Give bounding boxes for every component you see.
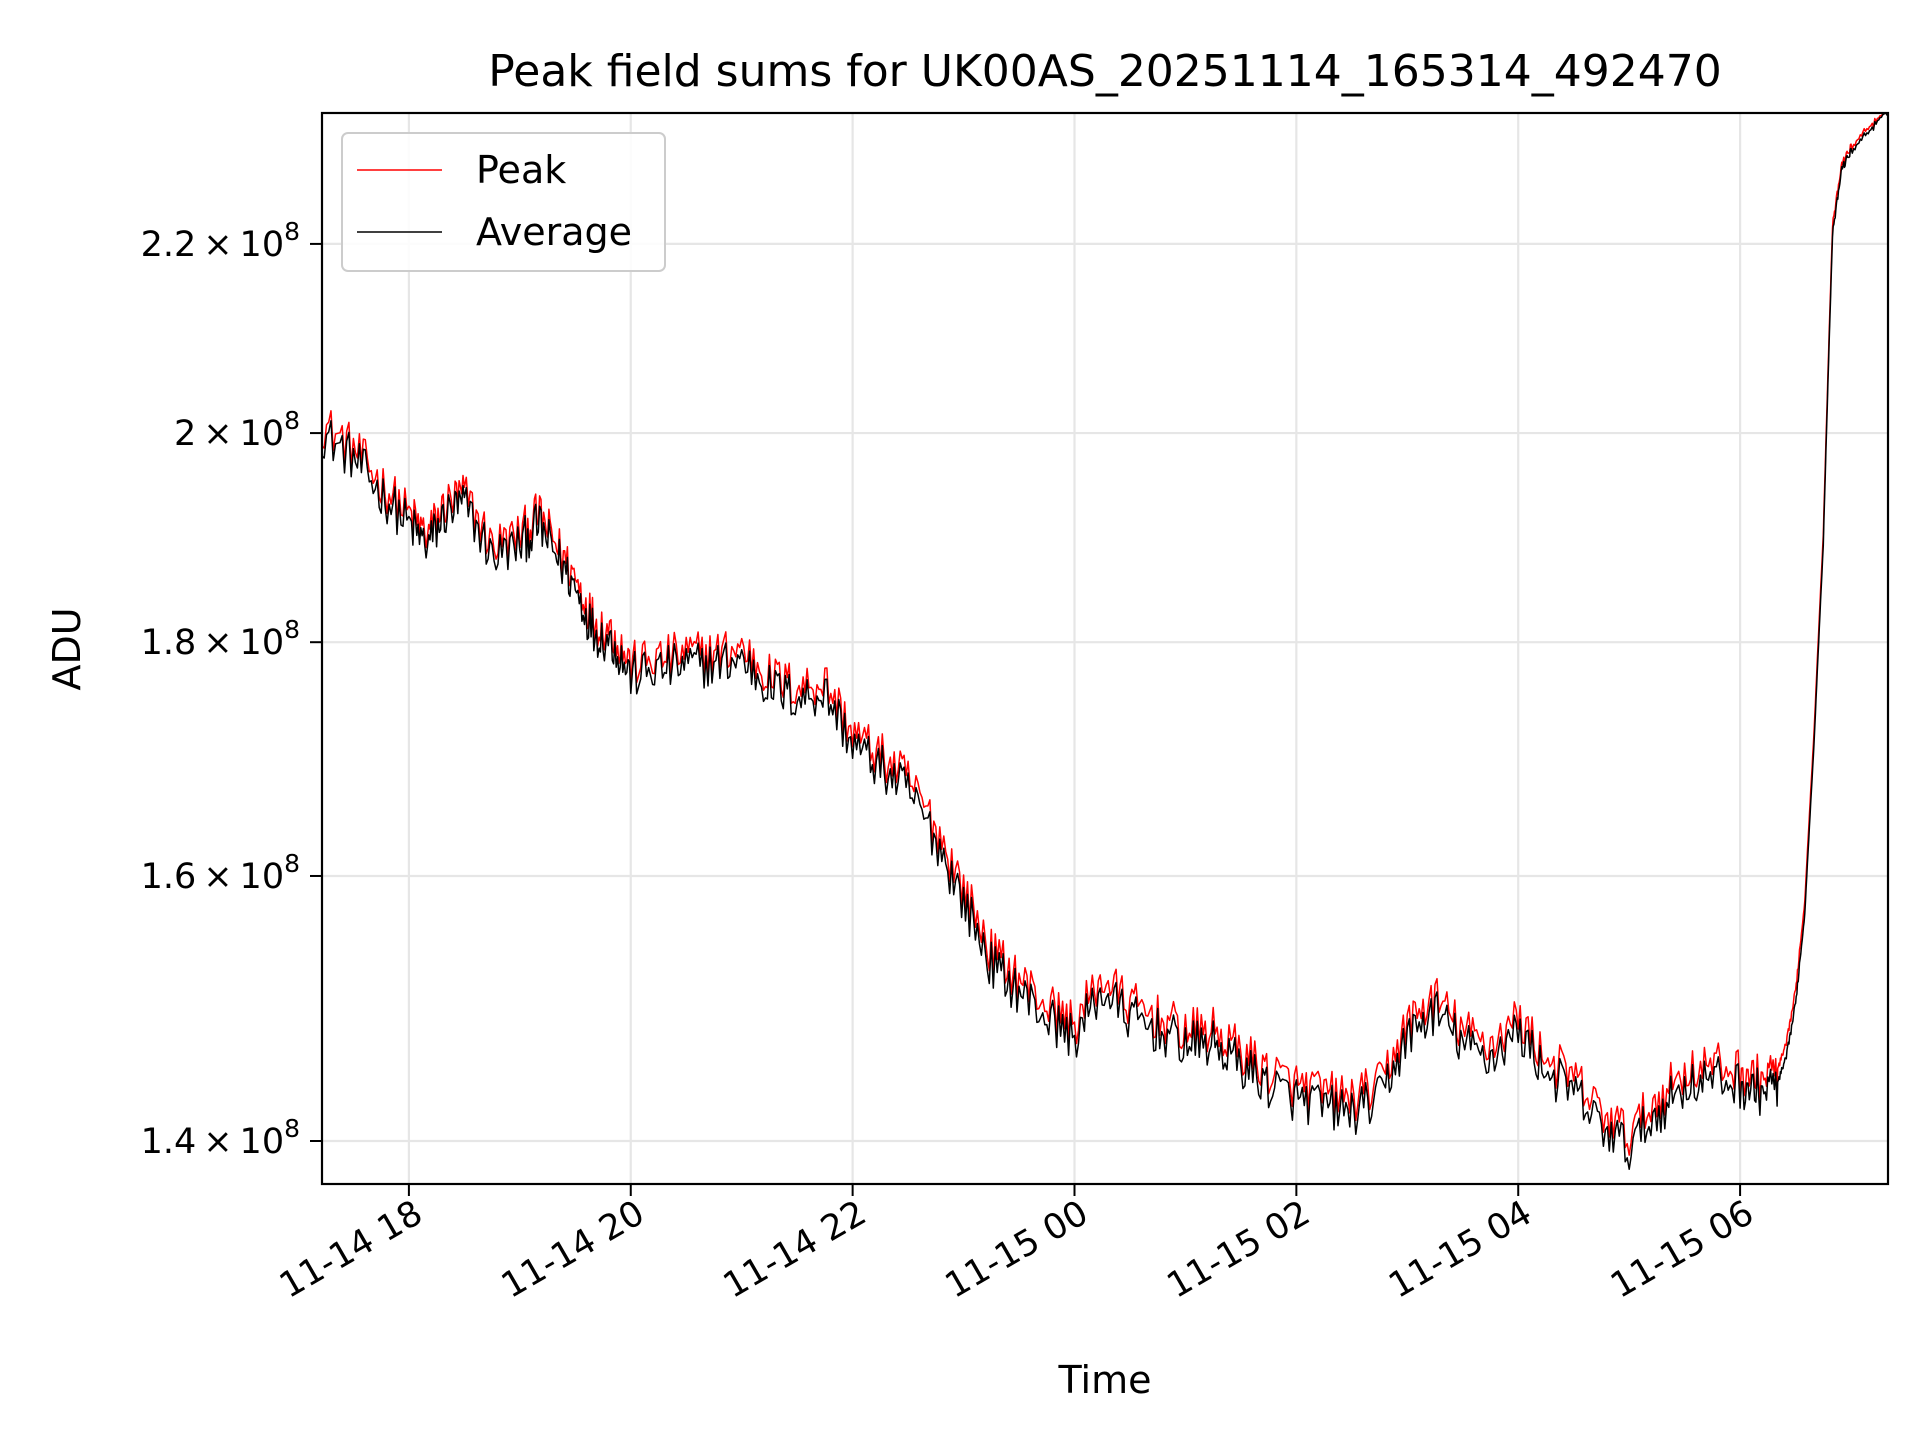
y-tick-base: 10 xyxy=(240,1122,285,1162)
y-tick-base: 10 xyxy=(240,414,285,454)
y-axis-label: ADU xyxy=(45,607,89,690)
legend-box xyxy=(341,132,666,272)
y-tick-mantissa: 1.4 xyxy=(141,1122,197,1162)
y-tick-base: 10 xyxy=(240,623,285,663)
y-tick-label: 1.6 × 108 xyxy=(141,849,300,897)
chart-title: Peak field sums for UK00AS_20251114_1653… xyxy=(488,46,1721,97)
y-tick-mantissa: 1.6 xyxy=(141,857,197,897)
y-tick-mantissa: 2.2 xyxy=(141,225,197,265)
y-tick-base: 10 xyxy=(240,857,285,897)
y-tick-exponent: 8 xyxy=(284,849,300,878)
y-tick-exponent: 8 xyxy=(284,406,300,435)
legend-label-average: Average xyxy=(476,210,632,254)
y-tick-mantissa: 1.8 xyxy=(141,623,197,663)
y-tick-label: 1.8 × 108 xyxy=(141,615,300,663)
y-tick-times: × xyxy=(196,857,239,897)
x-axis-label: Time xyxy=(1058,1358,1152,1402)
series-layer xyxy=(322,113,1888,1170)
y-tick-mantissa: 2 xyxy=(174,414,196,454)
y-tick-exponent: 8 xyxy=(284,615,300,644)
y-tick-label: 1.4 × 108 xyxy=(141,1114,300,1162)
y-tick-times: × xyxy=(196,1122,239,1162)
legend-label-peak: Peak xyxy=(476,148,566,192)
y-tick-base: 10 xyxy=(240,225,285,265)
y-tick-times: × xyxy=(196,414,239,454)
series-line-average xyxy=(322,113,1888,1170)
plot-frame xyxy=(320,111,1890,1186)
y-tick-exponent: 8 xyxy=(284,217,300,246)
legend: Peak Average xyxy=(341,132,666,272)
y-tick-label: 2 × 108 xyxy=(174,406,300,454)
y-tick-times: × xyxy=(196,623,239,663)
grid xyxy=(322,113,1888,1184)
y-tick-exponent: 8 xyxy=(284,1114,300,1143)
y-tick-label: 2.2 × 108 xyxy=(141,217,300,265)
y-tick-times: × xyxy=(196,225,239,265)
